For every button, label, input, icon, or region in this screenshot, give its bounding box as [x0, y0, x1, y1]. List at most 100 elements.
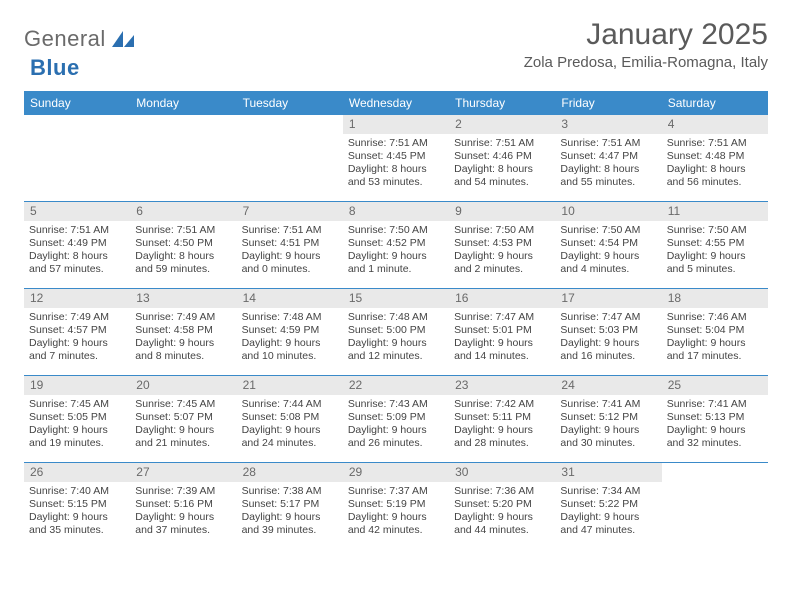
sunrise-line: Sunrise: 7:50 AM — [667, 224, 763, 237]
calendar-day-empty — [24, 115, 130, 201]
sunrise-line: Sunrise: 7:44 AM — [242, 398, 338, 411]
day-number: 22 — [343, 376, 449, 395]
calendar-day-empty — [237, 115, 343, 201]
calendar-day: 31Sunrise: 7:34 AMSunset: 5:22 PMDayligh… — [555, 463, 661, 549]
day-number: 23 — [449, 376, 555, 395]
sunset-line: Sunset: 4:58 PM — [135, 324, 231, 337]
sunrise-line: Sunrise: 7:51 AM — [454, 137, 550, 150]
calendar-day: 2Sunrise: 7:51 AMSunset: 4:46 PMDaylight… — [449, 115, 555, 201]
location-line: Zola Predosa, Emilia-Romagna, Italy — [524, 54, 768, 71]
weekday-header: Saturday — [662, 91, 768, 115]
calendar-week: 12Sunrise: 7:49 AMSunset: 4:57 PMDayligh… — [24, 289, 768, 376]
weekday-header: Friday — [555, 91, 661, 115]
daylight-line: Daylight: 8 hours and 55 minutes. — [560, 163, 656, 189]
sunset-line: Sunset: 4:50 PM — [135, 237, 231, 250]
calendar-week: 26Sunrise: 7:40 AMSunset: 5:15 PMDayligh… — [24, 463, 768, 549]
day-number: 12 — [24, 289, 130, 308]
sunset-line: Sunset: 4:48 PM — [667, 150, 763, 163]
daylight-line: Daylight: 9 hours and 28 minutes. — [454, 424, 550, 450]
calendar-day-empty — [130, 115, 236, 201]
sunset-line: Sunset: 5:00 PM — [348, 324, 444, 337]
sunrise-line: Sunrise: 7:49 AM — [135, 311, 231, 324]
sunset-line: Sunset: 5:09 PM — [348, 411, 444, 424]
calendar-day: 10 Sunrise: 7:50 AMSunset: 4:54 PMDayligh… — [555, 202, 661, 288]
brand-logo: General — [24, 26, 138, 52]
daylight-line: Daylight: 9 hours and 30 minutes. — [560, 424, 656, 450]
sunset-line: Sunset: 5:08 PM — [242, 411, 338, 424]
sunset-line: Sunset: 5:15 PM — [29, 498, 125, 511]
sunset-line: Sunset: 5:11 PM — [454, 411, 550, 424]
daylight-line: Daylight: 9 hours and 32 minutes. — [667, 424, 763, 450]
daylight-line: Daylight: 9 hours and 10 minutes. — [242, 337, 338, 363]
sunset-line: Sunset: 5:17 PM — [242, 498, 338, 511]
daylight-line: Daylight: 9 hours and 16 minutes. — [560, 337, 656, 363]
sunset-line: Sunset: 4:52 PM — [348, 237, 444, 250]
sunrise-line: Sunrise: 7:50 AM — [560, 224, 656, 237]
daylight-line: Daylight: 9 hours and 47 minutes. — [560, 511, 656, 537]
calendar-day: 27Sunrise: 7:39 AMSunset: 5:16 PMDayligh… — [130, 463, 236, 549]
calendar-day: 26Sunrise: 7:40 AMSunset: 5:15 PMDayligh… — [24, 463, 130, 549]
calendar-day: 30Sunrise: 7:36 AMSunset: 5:20 PMDayligh… — [449, 463, 555, 549]
calendar-week: 5Sunrise: 7:51 AMSunset: 4:49 PMDaylight… — [24, 202, 768, 289]
day-number: 19 — [24, 376, 130, 395]
sunset-line: Sunset: 4:51 PM — [242, 237, 338, 250]
daylight-line: Daylight: 8 hours and 59 minutes. — [135, 250, 231, 276]
calendar-day: 11Sunrise: 7:50 AMSunset: 4:55 PMDayligh… — [662, 202, 768, 288]
day-number: 5 — [24, 202, 130, 221]
sunrise-line: Sunrise: 7:38 AM — [242, 485, 338, 498]
calendar-day: 4Sunrise: 7:51 AMSunset: 4:48 PMDaylight… — [662, 115, 768, 201]
sunset-line: Sunset: 5:22 PM — [560, 498, 656, 511]
calendar-day-empty — [662, 463, 768, 549]
calendar-day: 15Sunrise: 7:48 AMSunset: 5:00 PMDayligh… — [343, 289, 449, 375]
sunrise-line: Sunrise: 7:43 AM — [348, 398, 444, 411]
day-number: 28 — [237, 463, 343, 482]
day-number: 13 — [130, 289, 236, 308]
day-number: 14 — [237, 289, 343, 308]
daylight-line: Daylight: 9 hours and 39 minutes. — [242, 511, 338, 537]
calendar-week: 1Sunrise: 7:51 AMSunset: 4:45 PMDaylight… — [24, 115, 768, 202]
daylight-line: Daylight: 9 hours and 4 minutes. — [560, 250, 656, 276]
calendar-day: 1Sunrise: 7:51 AMSunset: 4:45 PMDaylight… — [343, 115, 449, 201]
sunrise-line: Sunrise: 7:41 AM — [560, 398, 656, 411]
daylight-line: Daylight: 9 hours and 35 minutes. — [29, 511, 125, 537]
sunset-line: Sunset: 5:12 PM — [560, 411, 656, 424]
calendar-day: 19Sunrise: 7:45 AMSunset: 5:05 PMDayligh… — [24, 376, 130, 462]
sunset-line: Sunset: 5:19 PM — [348, 498, 444, 511]
day-number: 9 — [449, 202, 555, 221]
calendar-day: 28 Sunrise: 7:38 AMSunset: 5:17 PMDayligh… — [237, 463, 343, 549]
daylight-line: Daylight: 9 hours and 21 minutes. — [135, 424, 231, 450]
daylight-line: Daylight: 9 hours and 19 minutes. — [29, 424, 125, 450]
day-number: 4 — [662, 115, 768, 134]
sunset-line: Sunset: 4:53 PM — [454, 237, 550, 250]
day-number: 10 — [555, 202, 661, 221]
day-number: 2 — [449, 115, 555, 134]
day-number: 16 — [449, 289, 555, 308]
sunrise-line: Sunrise: 7:51 AM — [667, 137, 763, 150]
sunrise-line: Sunrise: 7:49 AM — [29, 311, 125, 324]
daylight-line: Daylight: 9 hours and 5 minutes. — [667, 250, 763, 276]
daylight-line: Daylight: 9 hours and 7 minutes. — [29, 337, 125, 363]
calendar-day: 24Sunrise: 7:41 AMSunset: 5:12 PMDayligh… — [555, 376, 661, 462]
calendar-day: 3Sunrise: 7:51 AMSunset: 4:47 PMDaylight… — [555, 115, 661, 201]
day-number: 8 — [343, 202, 449, 221]
sunrise-line: Sunrise: 7:40 AM — [29, 485, 125, 498]
sunrise-line: Sunrise: 7:51 AM — [560, 137, 656, 150]
calendar-day: 23Sunrise: 7:42 AMSunset: 5:11 PMDayligh… — [449, 376, 555, 462]
weekday-header: Monday — [130, 91, 236, 115]
calendar-day: 20Sunrise: 7:45 AMSunset: 5:07 PMDayligh… — [130, 376, 236, 462]
sunset-line: Sunset: 4:54 PM — [560, 237, 656, 250]
day-number: 15 — [343, 289, 449, 308]
calendar-day: 29Sunrise: 7:37 AMSunset: 5:19 PMDayligh… — [343, 463, 449, 549]
calendar-day: 21Sunrise: 7:44 AMSunset: 5:08 PMDayligh… — [237, 376, 343, 462]
daylight-line: Daylight: 9 hours and 37 minutes. — [135, 511, 231, 537]
daylight-line: Daylight: 8 hours and 53 minutes. — [348, 163, 444, 189]
daylight-line: Daylight: 9 hours and 44 minutes. — [454, 511, 550, 537]
calendar-day: 22Sunrise: 7:43 AMSunset: 5:09 PMDayligh… — [343, 376, 449, 462]
calendar-day: 9Sunrise: 7:50 AMSunset: 4:53 PMDaylight… — [449, 202, 555, 288]
sunrise-line: Sunrise: 7:50 AM — [348, 224, 444, 237]
sunrise-line: Sunrise: 7:51 AM — [135, 224, 231, 237]
day-number: 29 — [343, 463, 449, 482]
sunset-line: Sunset: 5:04 PM — [667, 324, 763, 337]
sunrise-line: Sunrise: 7:51 AM — [29, 224, 125, 237]
sunset-line: Sunset: 5:07 PM — [135, 411, 231, 424]
